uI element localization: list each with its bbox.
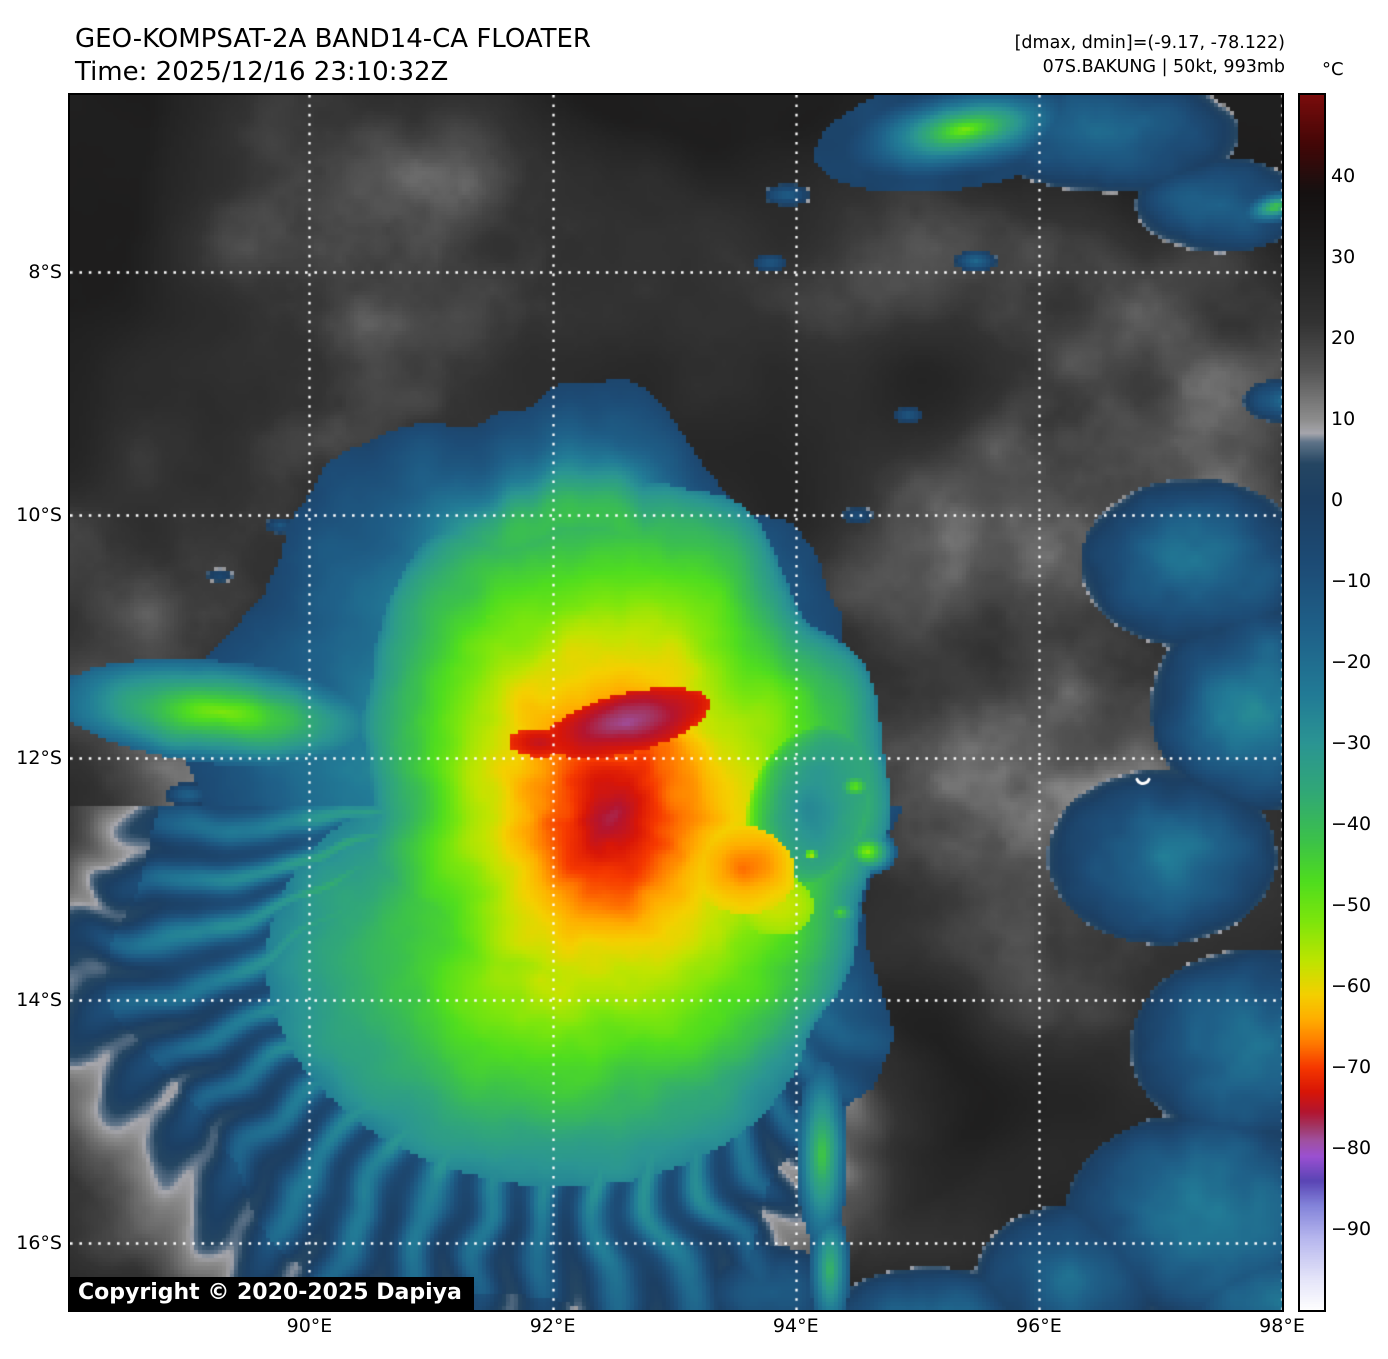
y-tick-label: 14°S <box>16 989 62 1012</box>
colorbar-tick-label: −70 <box>1331 1056 1372 1078</box>
colorbar-tick-label: 20 <box>1331 327 1356 349</box>
colorbar-tick-label: −20 <box>1331 651 1372 673</box>
copyright-badge: Copyright © 2020-2025 Dapiya <box>70 1277 474 1310</box>
storm-info-readout: 07S.BAKUNG | 50kt, 993mb <box>1042 57 1285 77</box>
colorbar-tick-label: 0 <box>1331 489 1344 511</box>
y-tick-label: 12°S <box>16 746 62 769</box>
colorbar <box>1298 93 1326 1312</box>
satellite-map-canvas <box>70 95 1282 1310</box>
colorbar-tick-label: 10 <box>1331 408 1356 430</box>
colorbar-tick-label: −80 <box>1331 1137 1372 1159</box>
colorbar-tick-label: 30 <box>1331 246 1356 268</box>
figure-timestamp: Time: 2025/12/16 23:10:32Z <box>75 57 449 87</box>
colorbar-tick-label: −50 <box>1331 894 1372 916</box>
colorbar-tick-label: −60 <box>1331 975 1372 997</box>
colorbar-unit-label: °C <box>1322 59 1344 80</box>
x-tick-label: 94°E <box>772 1315 819 1337</box>
colorbar-tick-label: −10 <box>1331 570 1372 592</box>
colorbar-tick-label: −40 <box>1331 813 1372 835</box>
colorbar-tick-label: −90 <box>1331 1218 1372 1240</box>
colorbar-tick-label: 40 <box>1331 165 1356 187</box>
x-tick-label: 90°E <box>286 1315 333 1337</box>
figure-title: GEO-KOMPSAT-2A BAND14-CA FLOATER <box>75 24 592 54</box>
x-tick-label: 98°E <box>1259 1315 1305 1337</box>
y-tick-label: 8°S <box>28 261 62 284</box>
x-tick-label: 92°E <box>529 1315 576 1337</box>
y-tick-label: 16°S <box>16 1232 62 1255</box>
x-tick-label: 96°E <box>1016 1315 1062 1337</box>
colorbar-tick-label: −30 <box>1331 732 1372 754</box>
y-tick-label: 10°S <box>16 503 62 526</box>
map-plot-area: Copyright © 2020-2025 Dapiya <box>68 93 1284 1312</box>
dmax-dmin-readout: [dmax, dmin]=(-9.17, -78.122) <box>1014 33 1285 53</box>
colorbar-canvas <box>1300 95 1324 1310</box>
